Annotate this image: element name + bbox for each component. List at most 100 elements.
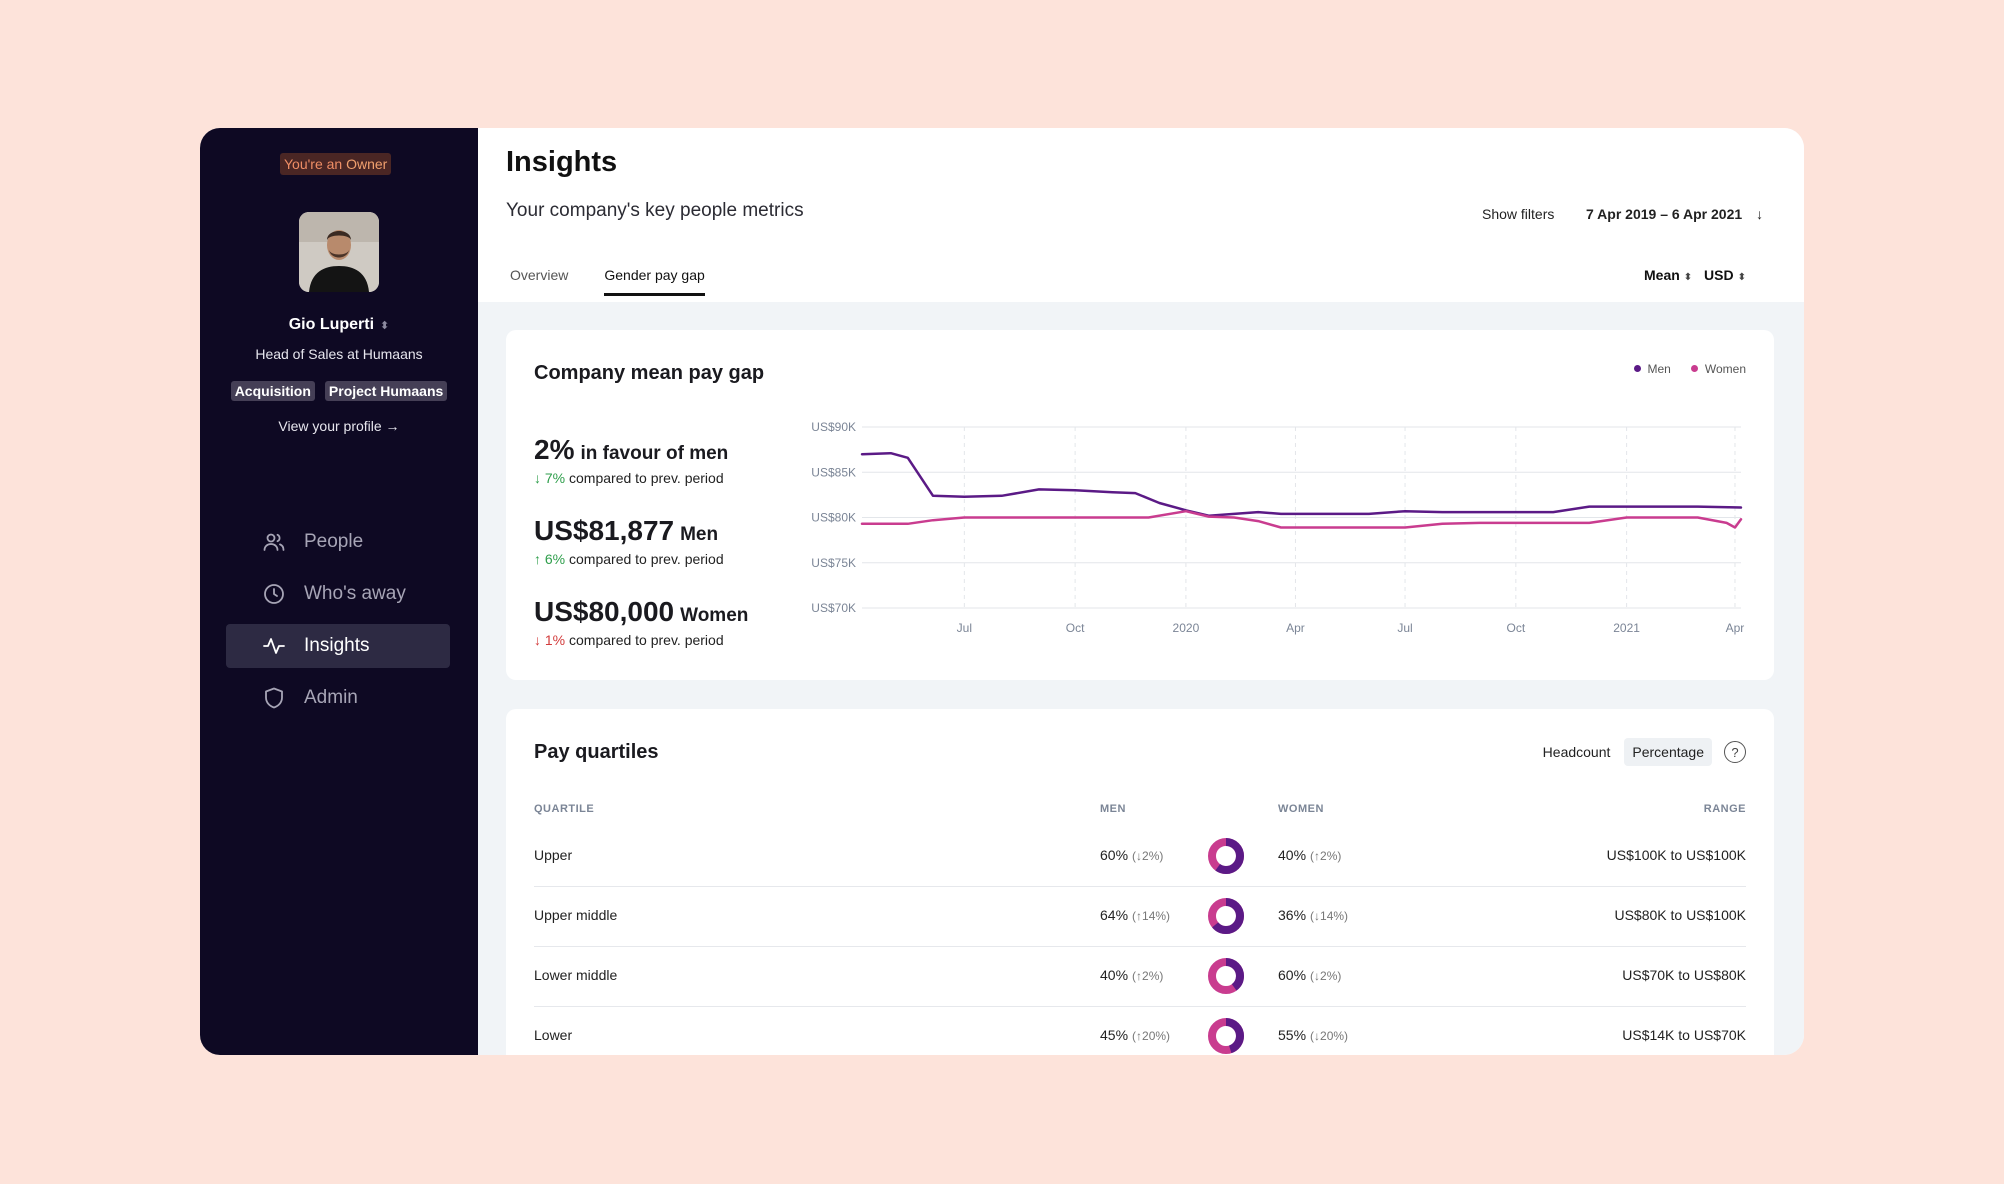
mode-percentage[interactable]: Percentage [1624, 738, 1712, 766]
page-header: Insights Your company's key people metri… [478, 128, 1804, 302]
profile-role: Head of Sales at Humaans [255, 346, 423, 362]
profile-name-text: Gio Luperti [288, 316, 375, 333]
legend-label: Men [1647, 362, 1671, 376]
women-change: (↓20%) [1310, 1029, 1349, 1043]
tab-overview[interactable]: Overview [510, 267, 569, 283]
pay-range: US$14K to US$70K [1622, 1027, 1746, 1043]
sort-updown-icon: ⬍ [1683, 272, 1693, 283]
x-tick-label: 2021 [1613, 621, 1640, 635]
men-share: 45% (↑20%) [1100, 1027, 1170, 1043]
men-share: 64% (↑14%) [1100, 907, 1170, 923]
quartile-name: Lower middle [534, 967, 618, 983]
women-value: 40% [1278, 847, 1307, 863]
sidebar-item-insights[interactable]: Insights [226, 624, 450, 668]
sidebar-item-label: People [304, 531, 364, 552]
women-change: (↑2%) [1310, 849, 1342, 863]
switch-profile-icon[interactable]: ⬍ [380, 320, 390, 332]
download-icon[interactable]: ↓ [1756, 206, 1764, 222]
sidebar-nav: People Who's away Insights Admin [226, 520, 450, 728]
x-tick-label: Oct [1506, 621, 1525, 635]
date-range-picker[interactable]: 7 Apr 2019 – 6 Apr 2021 ↓ [1586, 206, 1763, 222]
owner-badge: You're an Owner [280, 153, 392, 175]
quartile-name: Upper middle [534, 907, 618, 923]
avatar[interactable] [299, 212, 379, 292]
main-content: Insights Your company's key people metri… [478, 128, 1804, 1055]
delta-text: compared to prev. period [569, 551, 724, 567]
sidebar-item-label: Who's away [304, 583, 406, 604]
card-title: Company mean pay gap [534, 362, 765, 384]
delta-value: ↓ 7% [534, 470, 566, 486]
table-row: Lower middle 40% (↑2%) 60% (↓2%) US$70K to US… [534, 947, 1746, 1007]
activity-icon [260, 632, 288, 660]
view-mode-toggle: Headcount Percentage ? [1535, 738, 1746, 766]
sidebar-item-label: Insights [304, 635, 370, 656]
women-change: (↓14%) [1310, 909, 1349, 923]
app-window: You're an Owner Gio Luperti ⬍ Head of Sal… [200, 128, 1804, 1055]
delta-text: compared to prev. period [569, 470, 724, 486]
men-value: 45% [1100, 1027, 1129, 1043]
column-men: MEN [1100, 803, 1126, 815]
women-share: 55% (↓20%) [1278, 1027, 1348, 1043]
legend-item-men: Men [1633, 362, 1671, 376]
measure-value: Mean [1644, 267, 1680, 283]
page-title: Insights [506, 146, 618, 178]
people-icon [260, 528, 288, 556]
tag-acquisition[interactable]: Acquisition [230, 381, 315, 401]
help-icon[interactable]: ? [1724, 741, 1746, 763]
women-change: (↓2%) [1310, 969, 1342, 983]
women-value: 36% [1278, 907, 1307, 923]
shield-icon [260, 684, 288, 712]
view-profile-link[interactable]: View your profile → [278, 418, 400, 434]
show-filters-button[interactable]: Show filters [1482, 206, 1555, 222]
donut-men-segment [1208, 898, 1244, 934]
gender-donut-chart [1207, 957, 1245, 998]
column-range: RANGE [1703, 803, 1746, 815]
x-tick-label: Apr [1286, 621, 1305, 635]
sidebar-item-whos-away[interactable]: Who's away [226, 572, 450, 616]
stat-value: US$81,877 [534, 515, 675, 546]
pay-range: US$80K to US$100K [1614, 907, 1746, 923]
stat-value: US$80,000 [534, 596, 675, 627]
donut-men-segment [1208, 1018, 1244, 1054]
men-change: (↑14%) [1132, 909, 1171, 923]
currency-select[interactable]: USD ⬍ [1704, 267, 1746, 283]
table-row: Upper 60% (↓2%) 40% (↑2%) US$100K to US$100K [534, 827, 1746, 887]
delta-value: ↓ 1% [534, 632, 566, 648]
card-title: Pay quartiles [534, 741, 659, 763]
donut-men-segment [1208, 958, 1244, 994]
men-share: 60% (↓2%) [1100, 847, 1163, 863]
y-tick-label: US$80K [811, 511, 856, 525]
profile-tags: Acquisition Project Humaans [200, 381, 478, 401]
gender-donut-chart [1207, 897, 1245, 938]
men-change: (↑2%) [1132, 969, 1164, 983]
date-range-text: 7 Apr 2019 – 6 Apr 2021 [1586, 206, 1743, 222]
sidebar: You're an Owner Gio Luperti ⬍ Head of Sal… [200, 128, 478, 1055]
donut-men-segment [1208, 838, 1244, 874]
men-change: (↑20%) [1132, 1029, 1171, 1043]
owner-badge-role: Owner [346, 156, 388, 172]
profile-name[interactable]: Gio Luperti ⬍ [200, 316, 478, 334]
men-value: 60% [1100, 847, 1129, 863]
measure-select[interactable]: Mean ⬍ [1644, 267, 1692, 283]
men-share: 40% (↑2%) [1100, 967, 1163, 983]
series-line-women [860, 509, 1743, 529]
tab-gender-pay-gap[interactable]: Gender pay gap [604, 267, 705, 296]
pay-gap-line-chart: US$90K US$85K US$80K US$75K US$70K Jul Oct 2020… [811, 420, 1744, 635]
clock-icon [260, 580, 288, 608]
stat-label: Men [680, 524, 719, 545]
currency-value: USD [1704, 267, 1734, 283]
sort-updown-icon: ⬍ [1737, 272, 1746, 283]
sidebar-item-admin[interactable]: Admin [226, 676, 450, 720]
pay-range: US$100K to US$100K [1606, 847, 1746, 863]
y-tick-label: US$70K [811, 601, 856, 615]
pay-gap-card: Company mean pay gap Men Women 2% in favo… [506, 330, 1774, 680]
legend-dot [1633, 365, 1641, 372]
x-tick-label: 2020 [1173, 621, 1200, 635]
series-line-men [860, 451, 1743, 517]
tag-project-humaans[interactable]: Project Humaans [324, 381, 448, 401]
x-tick-label: Jul [957, 621, 972, 635]
quartile-name: Lower [534, 1027, 573, 1043]
stat-label: in favour of men [580, 443, 729, 464]
sidebar-item-people[interactable]: People [226, 520, 450, 564]
mode-headcount[interactable]: Headcount [1542, 744, 1611, 760]
